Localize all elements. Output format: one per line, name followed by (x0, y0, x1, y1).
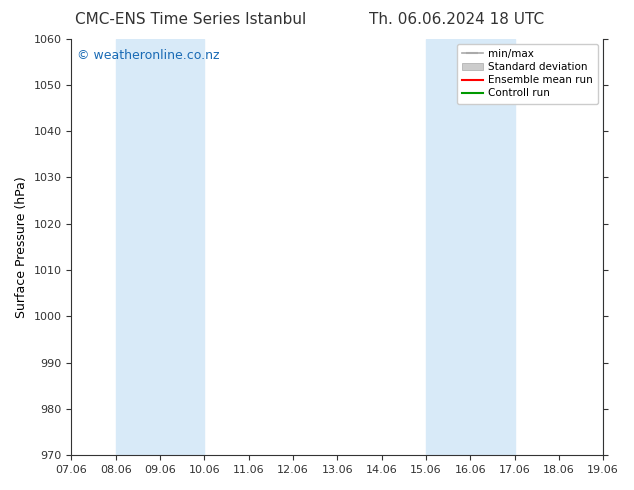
Y-axis label: Surface Pressure (hPa): Surface Pressure (hPa) (15, 176, 28, 318)
Legend: min/max, Standard deviation, Ensemble mean run, Controll run: min/max, Standard deviation, Ensemble me… (456, 44, 598, 103)
Text: Th. 06.06.2024 18 UTC: Th. 06.06.2024 18 UTC (369, 12, 544, 27)
Bar (603, 39, 634, 455)
Bar (116, 39, 204, 455)
Bar (426, 39, 515, 455)
Text: © weatheronline.co.nz: © weatheronline.co.nz (77, 49, 219, 62)
Text: CMC-ENS Time Series Istanbul: CMC-ENS Time Series Istanbul (75, 12, 306, 27)
